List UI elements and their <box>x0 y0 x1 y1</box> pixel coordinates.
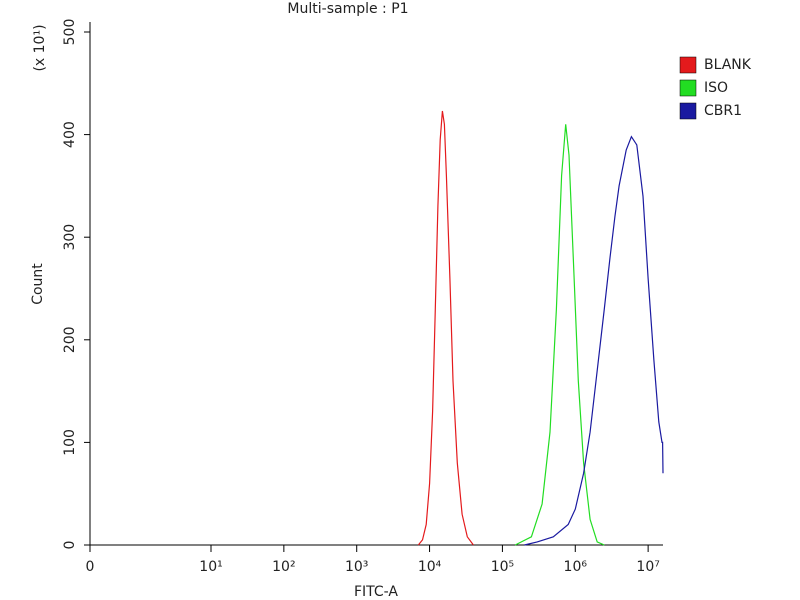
x-tick-label: 10³ <box>345 559 368 575</box>
series-line <box>417 110 474 546</box>
legend-swatch <box>679 56 697 74</box>
y-tick-label: 500 <box>62 19 78 46</box>
legend-label: CBR1 <box>704 103 742 119</box>
x-axis-label: FITC-A <box>354 584 398 600</box>
y-tick-label: 400 <box>62 121 78 148</box>
x-tick-label: 10² <box>272 559 295 575</box>
x-tick-label: 10⁴ <box>418 559 442 575</box>
y-tick-label: 100 <box>62 429 78 456</box>
x-tick-label: 0 <box>86 559 95 575</box>
chart-title: Multi-sample : P1 <box>287 1 408 17</box>
y-tick-label: 300 <box>62 224 78 251</box>
x-tick-label: 10⁵ <box>491 559 514 575</box>
x-tick-label: 10¹ <box>199 559 222 575</box>
y-tick-label: 0 <box>62 541 78 550</box>
series-line <box>524 135 664 546</box>
legend-label: BLANK <box>704 57 752 73</box>
series-line <box>514 124 605 546</box>
y-axis-multiplier: (x 10¹) <box>32 24 48 71</box>
legend-swatch <box>679 102 697 120</box>
legend-swatch <box>679 79 697 97</box>
x-tick-label: 10⁶ <box>564 559 588 575</box>
y-tick-label: 200 <box>62 326 78 353</box>
y-axis-label: Count <box>30 263 46 305</box>
legend-label: ISO <box>704 80 728 96</box>
x-tick-label: 10⁷ <box>636 559 659 575</box>
